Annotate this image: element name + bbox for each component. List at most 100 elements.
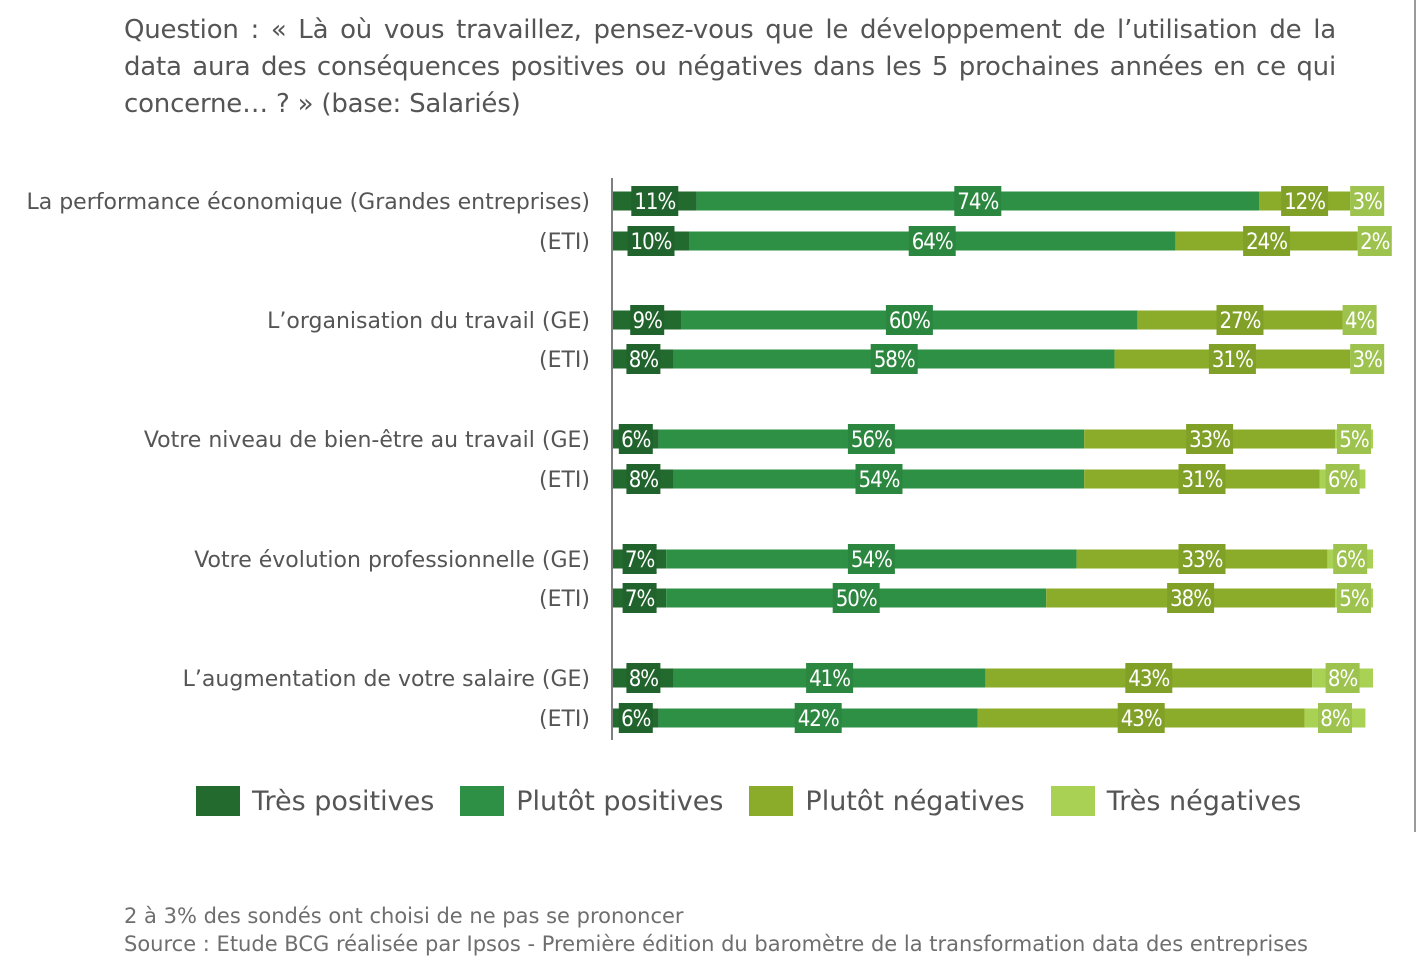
value-label: 8% [1328, 667, 1358, 692]
value-label-box [1318, 703, 1352, 733]
value-label: 54% [859, 468, 900, 493]
value-label-box [1186, 424, 1234, 454]
value-label-box [1208, 344, 1256, 374]
value-label: 50% [836, 587, 877, 612]
value-label: 54% [851, 548, 892, 573]
value-label-box [626, 663, 661, 693]
value-label-box [806, 663, 854, 693]
value-label: 12% [1284, 190, 1325, 215]
category-label: Votre évolution professionnelle (GE) [194, 548, 590, 573]
legend-swatch [196, 786, 240, 816]
value-label: 56% [851, 428, 892, 453]
legend-item: Très positives [196, 786, 434, 817]
legend-item: Très négatives [1050, 785, 1302, 817]
value-label-box [630, 305, 665, 335]
question-text: Question : « Là où vous travaillez, pens… [124, 15, 1336, 119]
value-label-box [1325, 663, 1360, 693]
value-label: 8% [629, 348, 659, 373]
value-label: 3% [1352, 190, 1382, 215]
footnote: 2 à 3% des sondés ont choisi de ne pas s… [124, 904, 684, 928]
value-label-box [627, 226, 675, 256]
value-label-box [885, 305, 933, 335]
value-label: 8% [629, 468, 659, 493]
value-label-box [1117, 703, 1165, 733]
value-label-box [622, 544, 657, 574]
value-label-box [1243, 226, 1291, 256]
value-label: 60% [889, 309, 930, 334]
value-label-box [847, 424, 895, 454]
value-label-box [1178, 544, 1226, 574]
value-label-box [794, 703, 842, 733]
legend-label: Très négatives [1106, 785, 1302, 817]
source-note: Source : Etude BCG réalisée par Ipsos - … [124, 932, 1308, 956]
chart-legend: Très positives Plutôt positives Plutôt nég… [196, 783, 1327, 819]
value-label: 8% [629, 667, 659, 692]
value-label: 33% [1182, 548, 1223, 573]
value-label: 43% [1128, 667, 1169, 692]
value-label: 33% [1189, 428, 1230, 453]
value-label: 38% [1170, 587, 1211, 612]
value-label-box [1350, 186, 1385, 216]
value-label-box [1167, 583, 1215, 613]
value-label: 8% [1320, 707, 1350, 732]
value-label: 5% [1339, 587, 1369, 612]
category-label: (ETI) [539, 230, 590, 255]
value-label-box [1325, 464, 1360, 494]
legend-label: Très positives [252, 785, 435, 817]
value-label: 3% [1352, 348, 1382, 373]
value-label-box [618, 703, 653, 733]
category-label: (ETI) [539, 468, 590, 493]
legend-swatch [749, 786, 794, 816]
value-label-box [1216, 305, 1264, 335]
value-label-box [1178, 464, 1226, 494]
value-label-box [1342, 305, 1377, 335]
category-label: L’organisation du travail (GE) [267, 309, 590, 334]
value-label: 7% [625, 548, 655, 573]
value-label: 64% [912, 230, 953, 255]
value-label-box [908, 226, 956, 256]
value-label-box [626, 464, 661, 494]
value-label-box [1357, 226, 1392, 256]
value-label-box [832, 583, 880, 613]
value-label: 5% [1339, 428, 1369, 453]
value-label-box [1337, 424, 1371, 454]
value-label: 10% [631, 230, 672, 255]
value-label-box [1333, 544, 1368, 574]
value-label: 31% [1212, 348, 1253, 373]
value-label-box [870, 344, 918, 374]
value-label-box [1125, 663, 1173, 693]
value-label: 6% [621, 428, 651, 453]
legend-item: Plutôt négatives [749, 786, 1025, 817]
value-label-box [855, 464, 903, 494]
value-label-box [1337, 583, 1371, 613]
value-label: 11% [634, 190, 675, 215]
value-label-box [847, 544, 895, 574]
value-label-box [618, 424, 653, 454]
value-label-box [626, 344, 661, 374]
value-label: 58% [874, 348, 915, 373]
value-label: 42% [798, 707, 839, 732]
value-label: 43% [1121, 707, 1162, 732]
value-label: 31% [1182, 468, 1223, 493]
right-divider [1414, 0, 1416, 832]
value-label: 74% [957, 190, 998, 215]
value-label-box [954, 186, 1002, 216]
category-label: La performance économique (Grandes entre… [26, 190, 590, 215]
legend-swatch [1050, 786, 1095, 816]
value-label: 6% [621, 707, 651, 732]
value-label-box [631, 186, 679, 216]
category-label: Votre niveau de bien-être au travail (GE… [144, 428, 590, 453]
value-label: 41% [809, 667, 850, 692]
value-label-box [622, 583, 657, 613]
value-label: 4% [1345, 309, 1375, 334]
legend-item: Plutôt positives [460, 786, 723, 817]
category-label: L’augmentation de votre salaire (GE) [183, 667, 590, 692]
value-label: 27% [1220, 309, 1261, 334]
value-label: 2% [1360, 230, 1390, 255]
value-label-box [1281, 186, 1329, 216]
value-label: 7% [625, 587, 655, 612]
category-label: (ETI) [539, 348, 590, 373]
value-label: 6% [1335, 548, 1365, 573]
value-label-box [1350, 344, 1385, 374]
